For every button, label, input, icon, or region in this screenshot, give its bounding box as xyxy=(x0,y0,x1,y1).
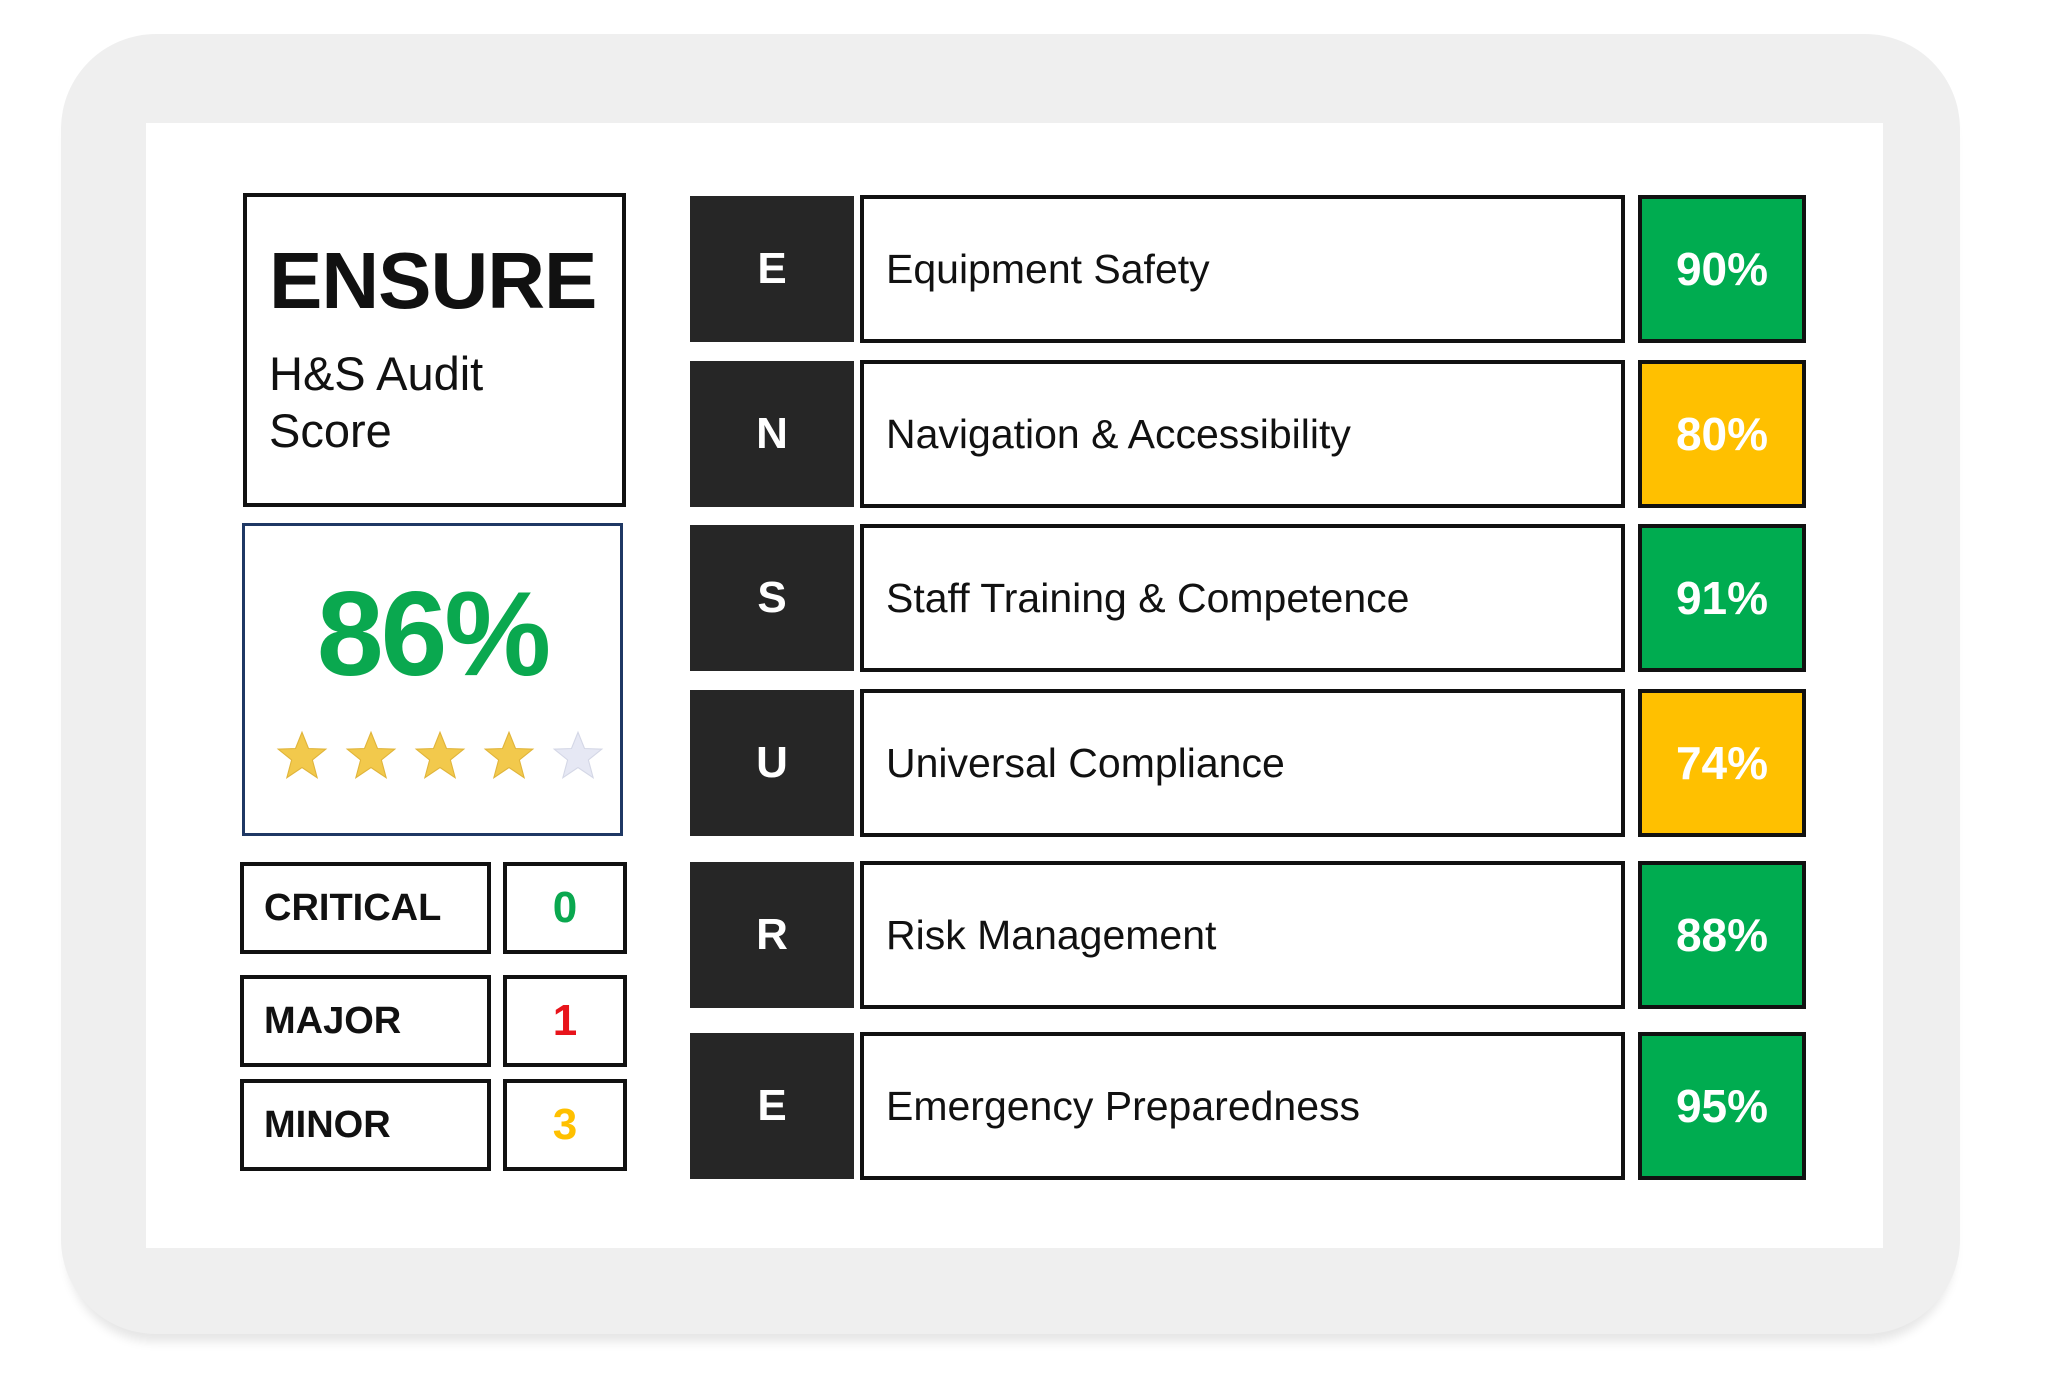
category-name: Staff Training & Competence xyxy=(860,524,1625,672)
category-score: 88% xyxy=(1638,861,1806,1009)
category-score: 91% xyxy=(1638,524,1806,672)
category-letter: N xyxy=(690,361,854,507)
category-name: Risk Management xyxy=(860,861,1625,1009)
star-filled-icon xyxy=(483,730,535,780)
finding-label-major: MAJOR xyxy=(240,975,491,1067)
finding-count-minor: 3 xyxy=(503,1079,627,1171)
page-title: ENSURE xyxy=(269,236,597,325)
category-letter: E xyxy=(690,1033,854,1179)
dashboard-screen xyxy=(146,123,1883,1248)
finding-label-minor: MINOR xyxy=(240,1079,491,1171)
star-rating xyxy=(276,729,604,781)
finding-count-major: 1 xyxy=(503,975,627,1067)
category-letter: S xyxy=(690,525,854,671)
category-score: 90% xyxy=(1638,195,1806,343)
title-card: ENSURE H&S Audit Score xyxy=(243,193,626,507)
category-name: Equipment Safety xyxy=(860,195,1625,343)
overall-score-card: 86% xyxy=(242,523,623,836)
page-subtitle: H&S Audit Score xyxy=(269,347,484,457)
category-letter: U xyxy=(690,690,854,836)
category-name: Universal Compliance xyxy=(860,689,1625,837)
category-score: 95% xyxy=(1638,1032,1806,1180)
star-empty-icon xyxy=(552,730,604,780)
star-filled-icon xyxy=(345,730,397,780)
category-name: Navigation & Accessibility xyxy=(860,360,1625,508)
category-name: Emergency Preparedness xyxy=(860,1032,1625,1180)
category-score: 74% xyxy=(1638,689,1806,837)
category-letter: E xyxy=(690,196,854,342)
category-letter: R xyxy=(690,862,854,1008)
overall-score-value: 86% xyxy=(316,567,551,701)
star-filled-icon xyxy=(276,730,328,780)
category-score: 80% xyxy=(1638,360,1806,508)
star-filled-icon xyxy=(414,730,466,780)
finding-count-critical: 0 xyxy=(503,862,627,954)
finding-label-critical: CRITICAL xyxy=(240,862,491,954)
